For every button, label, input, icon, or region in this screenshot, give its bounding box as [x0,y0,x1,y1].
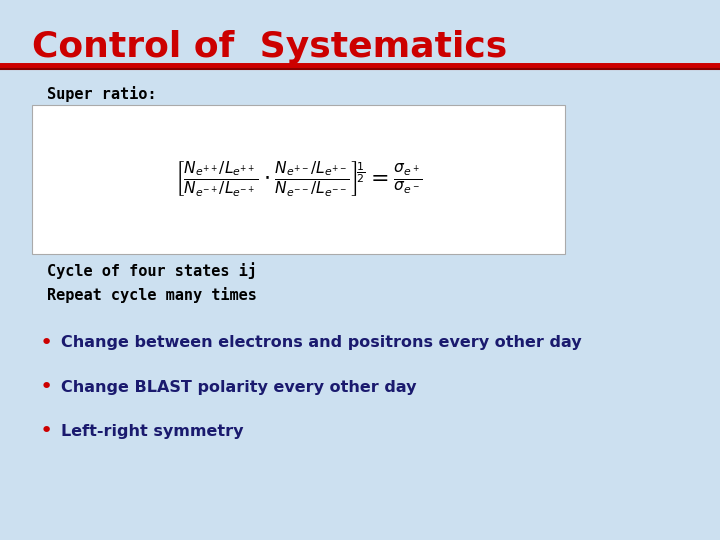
Text: •: • [40,333,53,353]
Text: •: • [40,377,53,397]
FancyBboxPatch shape [32,105,565,254]
Text: •: • [40,421,53,442]
Text: Change BLAST polarity every other day: Change BLAST polarity every other day [61,380,417,395]
Text: Super ratio:: Super ratio: [47,86,156,103]
Text: Control of  Systematics: Control of Systematics [32,30,508,64]
Text: Change between electrons and positrons every other day: Change between electrons and positrons e… [61,335,582,350]
Text: Left-right symmetry: Left-right symmetry [61,424,243,439]
Text: Cycle of four states ij
Repeat cycle many times: Cycle of four states ij Repeat cycle man… [47,262,256,302]
Text: $\left[\frac{N_{e^{++}}/L_{e^{++}}}{N_{e^{-+}}/L_{e^{-+}}} \cdot \frac{N_{e^{+-}: $\left[\frac{N_{e^{++}}/L_{e^{++}}}{N_{e… [175,160,423,199]
